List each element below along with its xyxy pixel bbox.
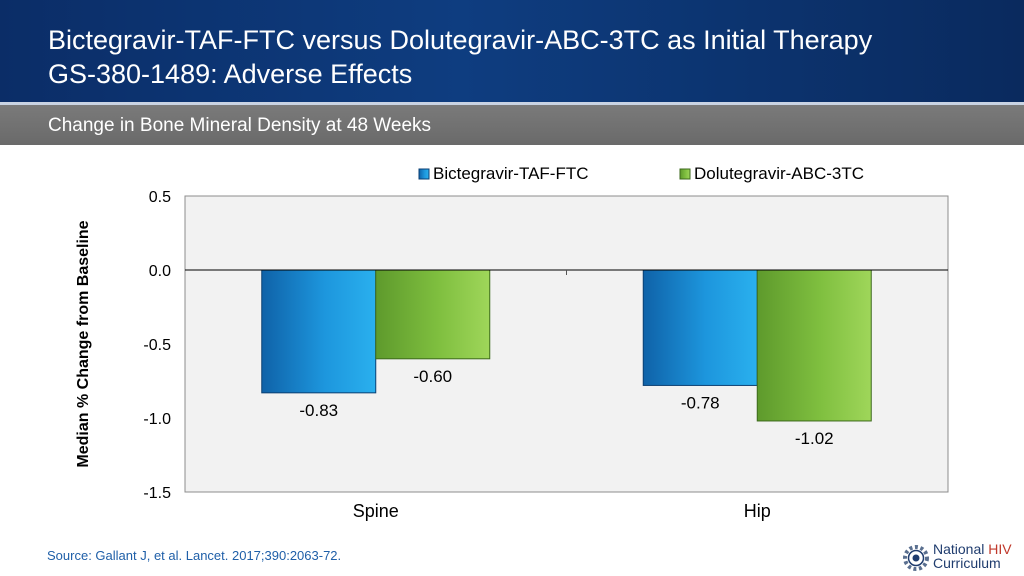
- legend-label-2: Dolutegravir-ABC-3TC: [694, 164, 864, 183]
- bar-spine-series-1: [261, 269, 377, 394]
- logo-word-hiv: HIV: [988, 541, 1012, 557]
- page-title-line-1: Bictegravir-TAF-FTC versus Dolutegravir-…: [48, 25, 873, 55]
- header-divider: [0, 102, 1024, 105]
- bar-value-label: -0.60: [413, 367, 452, 386]
- legend-swatch-1: [418, 168, 430, 180]
- y-tick-label: -1.5: [143, 485, 171, 502]
- logo-word-national: National: [933, 541, 985, 557]
- chart-subtitle: Change in Bone Mineral Density at 48 Wee…: [48, 115, 432, 136]
- bar-chart: 0.50.0-0.5-1.0-1.5 -0.83-0.60-0.78-1.02 …: [75, 164, 949, 521]
- source-citation: Source: Gallant J, et al. Lancet. 2017;3…: [47, 548, 342, 563]
- legend-swatch-2: [679, 168, 691, 180]
- bar-value-label: -0.83: [299, 401, 338, 420]
- x-category-label: Spine: [353, 501, 399, 521]
- legend-label-1: Bictegravir-TAF-FTC: [433, 164, 589, 183]
- y-tick-label: -0.5: [143, 337, 171, 354]
- title-banner: Bictegravir-TAF-FTC versus Dolutegravir-…: [0, 0, 1024, 102]
- bar-hip-series-1: [642, 269, 758, 386]
- logo-word-curriculum: Curriculum: [933, 555, 1001, 571]
- y-tick-label: 0.5: [149, 189, 171, 206]
- y-tick-label: -1.0: [143, 411, 171, 428]
- page-title-line-2: GS-380-1489: Adverse Effects: [48, 59, 413, 89]
- subtitle-bar: Change in Bone Mineral Density at 48 Wee…: [0, 105, 1024, 145]
- gear-icon: [903, 545, 929, 571]
- y-axis-title: Median % Change from Baseline: [75, 220, 92, 467]
- bar-value-label: -1.02: [795, 429, 834, 448]
- bar-spine-series-2: [375, 269, 491, 360]
- y-tick-label: 0.0: [149, 263, 171, 280]
- logo-text-line-1: National HIV: [933, 542, 1012, 557]
- x-category-label: Hip: [744, 501, 771, 521]
- bar-hip-series-2: [756, 269, 872, 422]
- bar-value-label: -0.78: [681, 393, 720, 412]
